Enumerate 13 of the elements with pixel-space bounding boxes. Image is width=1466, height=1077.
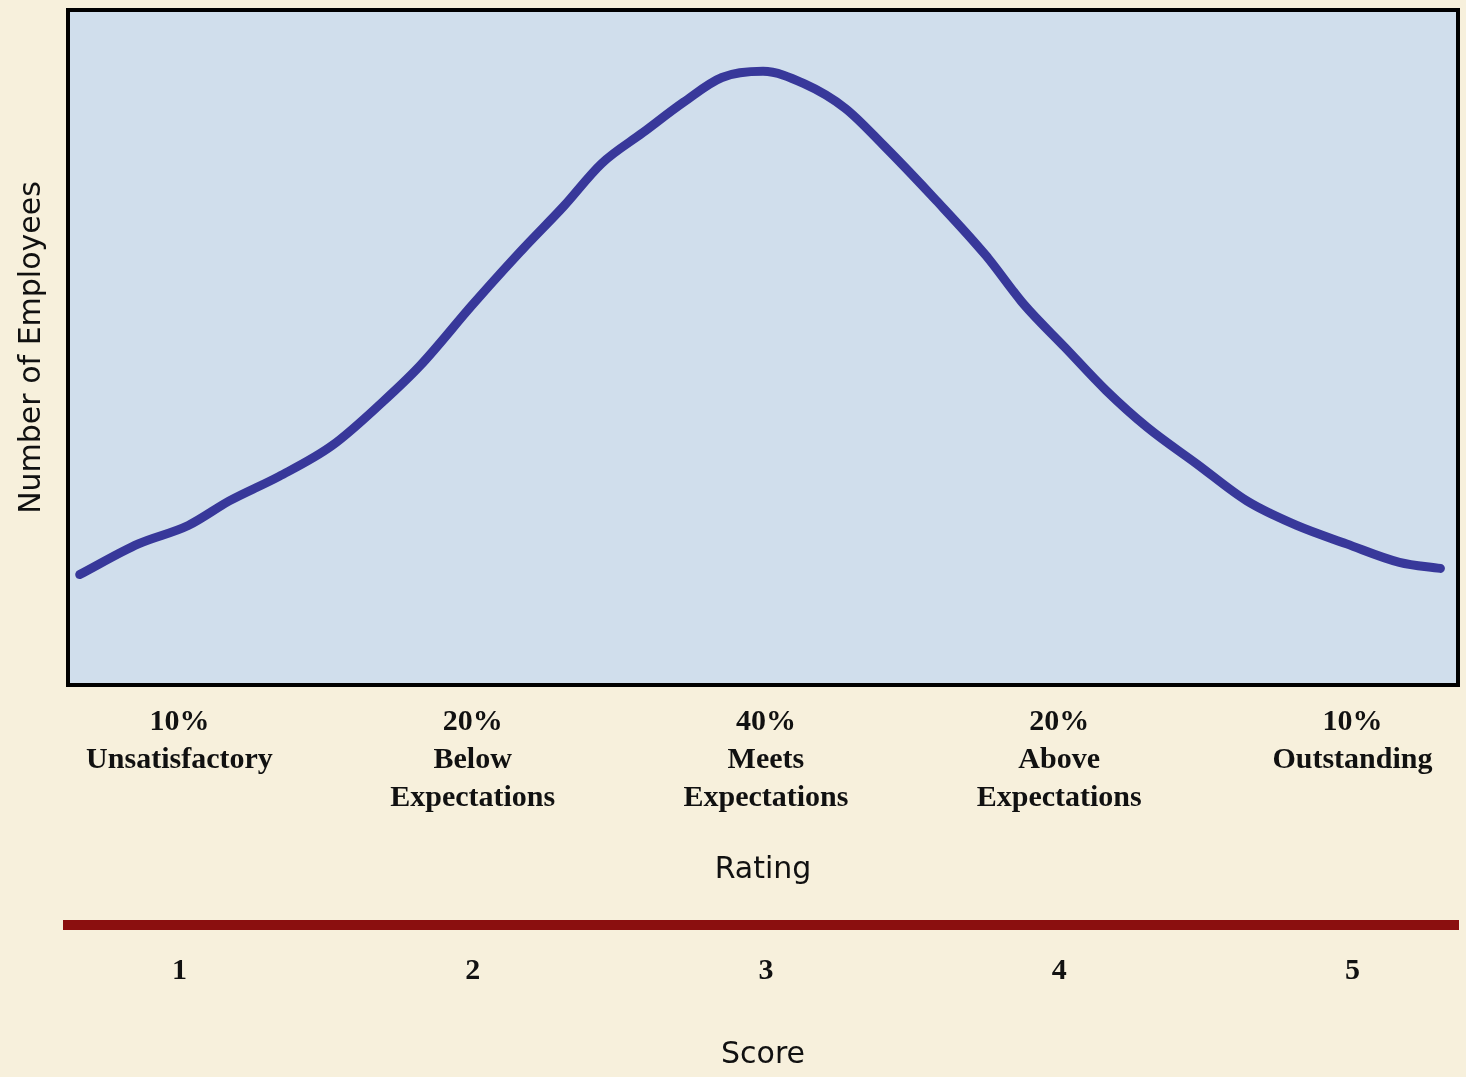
y-axis-title: Number of Employees — [11, 181, 47, 514]
x-tick-label: 4 — [1051, 951, 1067, 985]
text: Rating — [714, 849, 812, 885]
text: 40% Meets Expectations — [683, 702, 849, 812]
x-axis-title: Score — [720, 1034, 806, 1070]
x-tick-label: 1 — [171, 951, 187, 985]
text: 20% Above Expectations — [976, 702, 1142, 812]
text: 10% Outstanding — [1272, 702, 1433, 774]
text: 20% Below Expectations — [390, 702, 556, 812]
x-tick-label: 3 — [758, 951, 774, 985]
x-tick-label: 2 — [465, 951, 481, 985]
text: 10% Unsatisfactory — [86, 702, 273, 774]
x-tick-label: 5 — [1344, 951, 1360, 985]
